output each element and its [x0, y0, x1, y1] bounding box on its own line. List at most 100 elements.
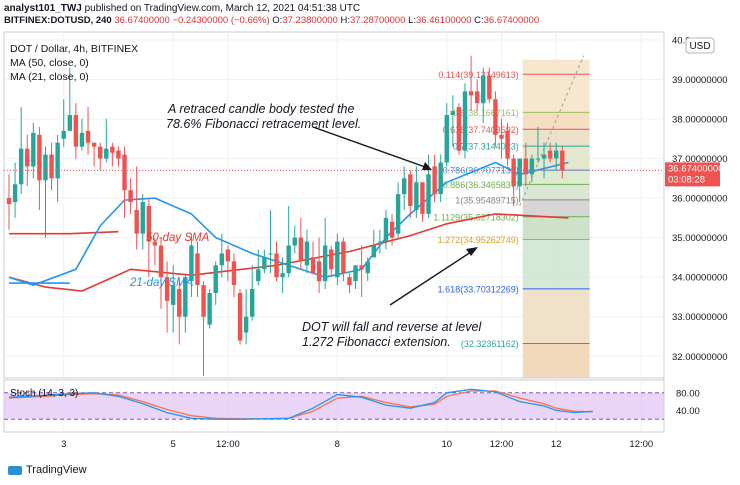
legend-ma50[interactable]: MA (50, close, 0) — [10, 57, 89, 69]
price-tick-label: 33.00000000 — [672, 312, 727, 323]
candle-down — [298, 237, 304, 262]
annotation-top-line1: A retraced candle body tested the — [167, 102, 355, 116]
fib-zone — [522, 59, 590, 75]
candle-down — [499, 134, 504, 139]
fib-level-label: 1(35.95489715) — [455, 195, 519, 205]
candle-up — [450, 111, 456, 116]
arrow-bottom — [389, 249, 475, 306]
candle-down — [347, 277, 352, 286]
time-axis[interactable]: 3 5 12:00 8 10 12:00 12 12:00 — [61, 439, 653, 450]
candle-down — [152, 241, 158, 246]
arrow-top-head — [422, 162, 432, 170]
open-value: 37.23800000 — [282, 15, 338, 26]
candle-up — [481, 75, 486, 104]
candle-up — [541, 154, 547, 159]
fib-level-label: 0.886(36.3465837) — [443, 180, 519, 190]
candle-up — [353, 265, 358, 282]
stoch-tick-label: 80.00 — [676, 388, 700, 399]
candle-down — [49, 154, 54, 179]
candle-down — [341, 241, 346, 274]
tradingview-logo-icon — [8, 465, 22, 475]
candle-down — [487, 75, 492, 100]
candle-down — [316, 261, 322, 282]
annotation-top-line2: 78.6% Fibonacci retracement level. — [166, 117, 361, 131]
time-tick-label: 12:00 — [216, 439, 240, 450]
candle-up — [43, 154, 48, 181]
candle-down — [91, 142, 97, 147]
annotation-bottom-line1: DOT will fall and reverse at level — [302, 320, 482, 334]
candle-down — [6, 198, 12, 205]
candle-up — [104, 148, 109, 159]
time-tick-label: 12 — [551, 439, 562, 450]
candle-up — [183, 277, 188, 317]
candle-down — [274, 253, 279, 278]
candle-down — [511, 158, 516, 187]
candle-down — [134, 209, 139, 234]
symbol-header: BITFINEX:DOTUSD, 240 36.67400000 −0.2430… — [4, 15, 539, 26]
footer-brand[interactable]: TradingView — [8, 464, 87, 476]
candle-up — [219, 253, 224, 266]
stoch-d-line — [8, 390, 593, 420]
fib-zone — [522, 129, 590, 147]
candle-up — [67, 115, 72, 131]
price-badge — [665, 162, 720, 187]
candle-down — [231, 261, 237, 286]
candle-up — [535, 158, 541, 160]
candle-down — [389, 221, 395, 238]
candle-up — [402, 178, 407, 195]
candle-up — [250, 289, 255, 317]
candle-down — [85, 130, 91, 143]
candle-up — [335, 241, 340, 278]
candle-down — [359, 265, 364, 270]
candle-up — [304, 241, 310, 266]
candle-down — [523, 158, 528, 175]
time-tick-label: 3 — [61, 439, 66, 450]
close-value: 36.67400000 — [483, 15, 540, 26]
candle-up — [286, 245, 291, 274]
candle-down — [177, 289, 182, 317]
fib-level-label: 1.618(33.70312269) — [438, 284, 519, 294]
candle-down — [505, 130, 510, 159]
candle-down — [122, 154, 127, 191]
fib-level-label: 0.114(39.13149613) — [438, 70, 518, 80]
stoch-legend[interactable]: Stoch (14, 3, 3) — [10, 388, 78, 399]
candle-down — [116, 150, 121, 159]
candle-down — [237, 292, 243, 341]
price-badge-countdown: 03:08:28 — [668, 174, 705, 185]
fib-level-label: 0.7(37.3144023) — [453, 142, 519, 152]
low-label: L: — [408, 15, 417, 26]
candle-up — [256, 269, 261, 282]
candle-up — [12, 184, 18, 203]
fib-level-label: 0.5(38.1667161) — [453, 108, 519, 118]
legend-title: DOT / Dollar, 4h, BITFINEX — [10, 43, 138, 55]
fibonacci-extension[interactable]: 0.114(39.13149613) 0.5(38.1667161) 0.618(3… — [433, 55, 590, 378]
price-axis[interactable]: 40.0 39.00000000 38.00000000 37.00000000 36.… — [672, 35, 727, 416]
fib-zone — [522, 239, 590, 289]
candle-up — [554, 150, 559, 159]
candle-up — [79, 132, 85, 147]
candle-up — [140, 202, 145, 234]
fib-zone — [522, 199, 590, 217]
candle-up — [213, 265, 218, 293]
fib-zone — [522, 170, 590, 185]
candles — [6, 55, 565, 377]
arrow-top — [312, 126, 429, 169]
price-tick-label: 40.0 — [672, 35, 691, 46]
time-tick-label: 8 — [335, 439, 340, 450]
fib-level-label: 0.786(36.7077132) — [443, 166, 519, 176]
stochastic — [4, 388, 664, 420]
price-tick-label: 39.00000000 — [672, 75, 727, 86]
currency-button[interactable] — [685, 37, 715, 54]
time-tick-label: 5 — [171, 439, 176, 450]
candle-down — [420, 182, 425, 214]
candle-down — [560, 150, 565, 171]
candle-down — [128, 190, 133, 203]
legend-ma21[interactable]: MA (21, close, 0) — [10, 71, 89, 83]
candle-up — [529, 158, 535, 175]
annotation-bottom-line2: 1.272 Fibonacci extension. — [302, 335, 451, 349]
author-name[interactable]: analyst101_TWJ — [4, 3, 82, 14]
candle-up — [383, 217, 389, 242]
candle-down — [164, 277, 170, 301]
